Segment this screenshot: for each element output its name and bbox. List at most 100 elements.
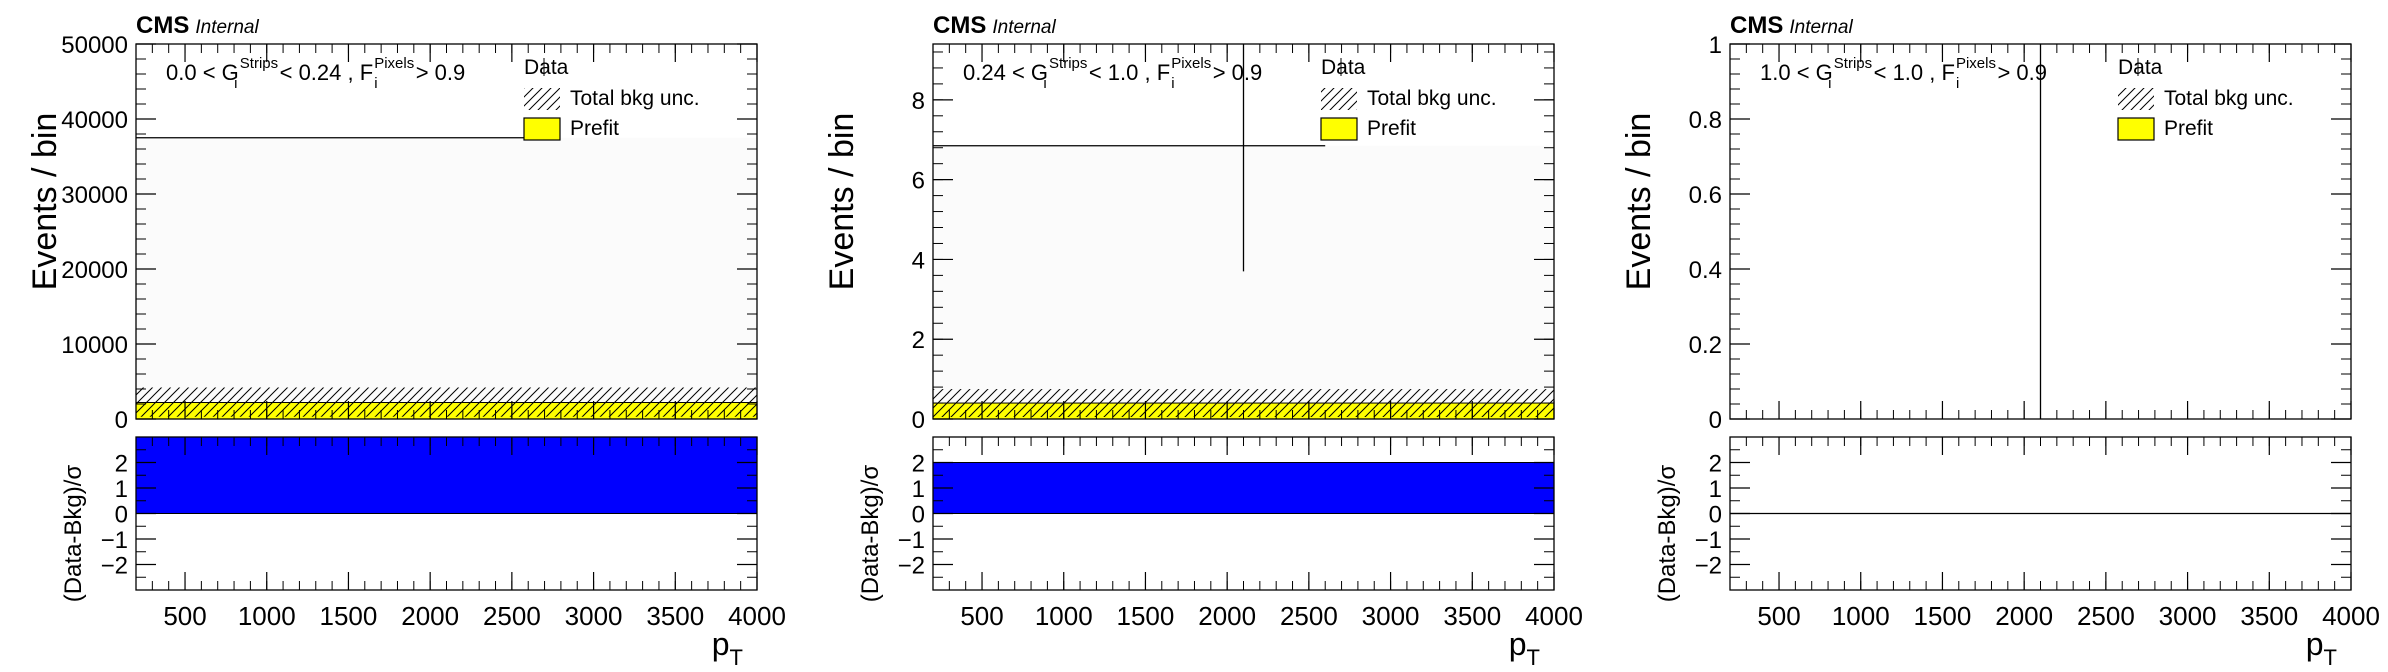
x-tick-label: 3000	[1362, 601, 1420, 631]
region-low-value: 1.0	[1760, 60, 1791, 85]
x-tick-label: 500	[163, 601, 206, 631]
legend-bkg-unc-label: Total bkg unc.	[570, 87, 700, 110]
ratio-y-tick-label: −2	[1695, 553, 1722, 580]
ratio-y-tick-label: −2	[101, 553, 128, 580]
ratio-y-tick-label: 0	[912, 502, 925, 529]
legend-data-label: Data	[1321, 56, 1366, 79]
region-label: 1.0 < GStrips i < 1.0 , FPixels i > 0.9	[1760, 55, 2047, 92]
region-cut-text: > 0.9	[1213, 60, 1263, 85]
ratio-y-tick-label: −2	[898, 553, 925, 580]
x-tick-label: 4000	[1525, 601, 1583, 631]
ratio-y-tick-label: 0	[115, 502, 128, 529]
y-tick-label: 0.8	[1689, 107, 1722, 134]
y-tick-label: 8	[912, 88, 925, 115]
x-axis-label: pT	[712, 626, 743, 670]
cms-experiment-text: CMS	[1730, 12, 1783, 39]
legend-data-label: Data	[2118, 56, 2163, 79]
x-tick-label: 2000	[1198, 601, 1256, 631]
ratio-y-axis-label: (Data-Bkg)/σ	[857, 465, 884, 603]
region-g-sup: Strips	[1049, 55, 1087, 72]
region-f-sub: i	[1171, 75, 1174, 92]
region-f-sub: i	[1956, 75, 1959, 92]
legend-bkg-unc-label: Total bkg unc.	[1367, 87, 1497, 110]
region-mid-text: < 0.24 ,	[280, 60, 354, 85]
region-mid-text: < 1.0 ,	[1874, 60, 1936, 85]
region-g-sub: i	[1828, 75, 1831, 92]
y-tick-label: 10000	[61, 332, 128, 359]
region-mid-text: < 1.0 ,	[1089, 60, 1151, 85]
region-f-sup: Pixels	[374, 55, 414, 72]
x-tick-label: 3500	[2240, 601, 2298, 631]
ratio-y-axis-label: (Data-Bkg)/σ	[60, 465, 87, 603]
cms-label: CMS Internal	[933, 12, 1056, 39]
ratio-y-tick-label: 2	[115, 451, 128, 478]
region-g-symbol: G	[1816, 60, 1833, 85]
region-f-symbol: F	[1157, 60, 1170, 85]
x-tick-label: 3500	[1443, 601, 1501, 631]
ratio-y-tick-label: 2	[1709, 451, 1722, 478]
legend-bkg-unc-swatch	[2118, 88, 2154, 110]
x-tick-label: 1500	[1117, 601, 1175, 631]
x-tick-label: 3000	[2159, 601, 2217, 631]
x-tick-label: 1000	[1035, 601, 1093, 631]
region-low-value: 0.24	[963, 60, 1006, 85]
region-label: 0.0 < GStrips i < 0.24 , FPixels i > 0.9	[166, 55, 465, 92]
legend-data-label: Data	[524, 56, 569, 79]
y-tick-label: 0	[115, 407, 128, 434]
cms-label: CMS Internal	[136, 12, 259, 39]
ratio-y-axis-label: (Data-Bkg)/σ	[1654, 465, 1681, 603]
y-tick-label: 6	[912, 168, 925, 195]
legend-prefit-label: Prefit	[2164, 117, 2213, 140]
region-cut-text: > 0.9	[1997, 60, 2047, 85]
pull-bar	[135, 436, 758, 514]
ratio-y-tick-label: −1	[898, 527, 925, 554]
region-lt: <	[1006, 60, 1031, 85]
x-tick-label: 3500	[646, 601, 704, 631]
panel-2: 0 2 4 6 8 CMS Internal Events / bin 0.24 < GStri…	[823, 12, 1583, 670]
ratio-y-tick-label: −1	[1695, 527, 1722, 554]
region-g-sub: i	[234, 75, 237, 92]
legend-prefit-label: Prefit	[1367, 117, 1416, 140]
region-f-sup: Pixels	[1171, 55, 1211, 72]
ratio-y-tick-label: 1	[1709, 476, 1722, 503]
y-tick-label: 0.6	[1689, 182, 1722, 209]
x-tick-label: 1000	[1832, 601, 1890, 631]
cms-experiment-text: CMS	[136, 12, 189, 39]
x-tick-label: 3000	[565, 601, 623, 631]
x-tick-label: 2500	[483, 601, 541, 631]
y-tick-label: 1	[1709, 32, 1722, 59]
y-axis-label: Events / bin	[26, 113, 64, 291]
legend-prefit-label: Prefit	[570, 117, 619, 140]
y-tick-label: 0.2	[1689, 332, 1722, 359]
region-cut-text: > 0.9	[416, 60, 466, 85]
x-axis-label-sub: T	[1527, 645, 1540, 670]
x-axis-label-main: p	[2306, 626, 2324, 662]
x-tick-label: 1500	[1914, 601, 1972, 631]
x-axis-label: pT	[2306, 626, 2337, 670]
region-g-sup: Strips	[1834, 55, 1872, 72]
y-tick-label: 50000	[61, 32, 128, 59]
cms-label: CMS Internal	[1730, 12, 1853, 39]
pull-bar	[932, 462, 1555, 514]
region-g-symbol: G	[222, 60, 239, 85]
cms-experiment-text: CMS	[933, 12, 986, 39]
y-axis-label: Events / bin	[1620, 113, 1658, 291]
x-tick-label: 500	[1757, 601, 1800, 631]
y-tick-label: 0	[1709, 407, 1722, 434]
region-low-value: 0.0	[166, 60, 197, 85]
y-tick-label: 30000	[61, 182, 128, 209]
region-f-symbol: F	[1942, 60, 1955, 85]
y-tick-label: 2	[912, 327, 925, 354]
ratio-y-tick-label: 1	[115, 476, 128, 503]
region-label: 0.24 < GStrips i < 1.0 , FPixels i > 0.9	[963, 55, 1262, 92]
x-tick-label: 1500	[320, 601, 378, 631]
region-g-sub: i	[1043, 75, 1046, 92]
y-tick-label: 0	[912, 407, 925, 434]
x-tick-label: 2000	[401, 601, 459, 631]
legend-bkg-unc-label: Total bkg unc.	[2164, 87, 2294, 110]
x-axis-label: pT	[1509, 626, 1540, 670]
panel-3: 0 0.2 0.4 0.6 0.8 1 CMS Internal Events / bin 1.0…	[1620, 12, 2380, 670]
x-tick-label: 1000	[238, 601, 296, 631]
cms-status-text: Internal	[992, 17, 1056, 38]
